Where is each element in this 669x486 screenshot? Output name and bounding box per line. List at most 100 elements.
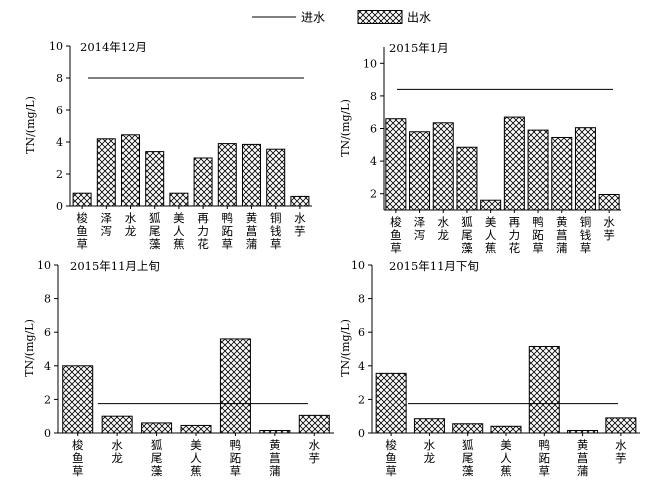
y-tick-label: 10	[37, 259, 51, 272]
y-tick-label: 8	[44, 293, 51, 306]
bar-outflow	[567, 429, 599, 434]
x-tick-label: 鸭跖草	[222, 211, 234, 251]
bar-outflow	[121, 134, 140, 207]
y-tick-label: 10	[49, 40, 63, 53]
x-tick-label: 黄菖蒲	[269, 438, 281, 478]
panel-title: 2015年11月上旬	[70, 259, 160, 273]
x-tick-label: 狐尾藻	[151, 438, 163, 478]
legend: 进水 出水	[252, 10, 431, 25]
x-tick-label: 水芋	[615, 438, 627, 465]
x-tick-label: 泽泻	[101, 211, 113, 238]
bar-outflow	[72, 192, 92, 207]
y-tick-label: 10	[363, 57, 377, 70]
x-tick-label: 再力花	[509, 215, 521, 255]
y-tick-label: 4	[370, 155, 377, 168]
x-tick-label: 水龙	[438, 215, 450, 242]
bar-outflow	[101, 415, 133, 434]
x-tick-label: 黄菖蒲	[556, 215, 568, 255]
x-tick-label: 黄菖蒲	[246, 211, 258, 251]
x-tick-label: 水龙	[424, 438, 436, 465]
y-tick-label: 6	[56, 104, 63, 117]
x-tick-label: 美人蕉	[190, 438, 202, 478]
y-tick-label: 8	[358, 293, 365, 306]
x-tick-label: 铜钱草	[580, 215, 592, 255]
x-tick-label: 泽泻	[414, 215, 426, 242]
x-tick-label: 梭鱼草	[390, 215, 402, 255]
y-tick-label: 2	[44, 393, 51, 406]
y-tick-label: 4	[56, 136, 63, 149]
bar-outflow	[96, 138, 116, 207]
x-tick-label: 鸭跖草	[532, 215, 544, 255]
bar-outflow	[503, 116, 525, 211]
legend-outflow-label: 出水	[407, 11, 431, 25]
bar-outflow	[551, 136, 573, 211]
x-tick-label: 美人蕉	[485, 215, 497, 255]
x-tick-label: 铜钱草	[270, 211, 282, 251]
bar-outflow	[219, 338, 251, 434]
y-tick-label: 2	[358, 393, 365, 406]
x-tick-label: 水龙	[125, 211, 137, 238]
y-axis-label: TN/(mg/L)	[23, 319, 36, 377]
bar-outflow	[527, 129, 549, 211]
y-tick-label: 0	[56, 200, 63, 213]
bar-outflow	[180, 424, 212, 434]
x-tick-label: 水芋	[603, 215, 615, 242]
bar-outflow	[193, 157, 213, 207]
x-tick-label: 狐尾藻	[461, 215, 473, 255]
y-tick-label: 0	[358, 427, 365, 440]
y-tick-label: 6	[370, 123, 377, 136]
bar-outflow	[169, 192, 189, 207]
legend-inflow-label: 进水	[301, 11, 325, 25]
y-tick-label: 8	[370, 90, 377, 103]
x-tick-label: 黄菖蒲	[577, 438, 589, 478]
bar-outflow	[259, 429, 291, 434]
y-tick-label: 6	[44, 326, 51, 339]
x-tick-label: 鸭跖草	[230, 438, 242, 478]
bar-outflow	[375, 372, 407, 434]
y-tick-label: 0	[44, 427, 51, 440]
x-tick-label: 水芋	[309, 438, 321, 465]
bar-outflow	[432, 122, 454, 211]
x-tick-label: 再力花	[197, 211, 209, 251]
bar-outflow	[413, 418, 445, 434]
x-tick-label: 美人蕉	[173, 211, 185, 251]
bar-outflow	[480, 199, 502, 211]
x-tick-label: 梭鱼草	[76, 211, 88, 251]
y-tick-label: 4	[358, 360, 365, 373]
y-tick-label: 10	[351, 259, 365, 272]
bar-outflow	[242, 143, 261, 207]
legend-outflow-swatch	[357, 10, 403, 24]
y-axis-label: TN/(mg/L)	[339, 319, 352, 377]
bar-outflow	[456, 146, 478, 211]
bar-outflow	[62, 365, 94, 434]
x-tick-label: 狐尾藻	[149, 211, 161, 251]
y-tick-label: 8	[56, 72, 63, 85]
x-tick-label: 梭鱼草	[385, 438, 397, 478]
bar-outflow	[574, 127, 596, 211]
panel-2015-01: 2 4 6 8 10 TN/(mg/L) 2015年1月梭鱼草泽泻水龙狐尾藻美人蕉再力花鸭跖…	[339, 41, 621, 255]
y-tick-label: 2	[56, 168, 63, 181]
bar-outflow	[598, 194, 620, 211]
y-axis-label: TN/(mg/L)	[339, 99, 352, 157]
x-tick-label: 水芋	[294, 211, 306, 238]
y-tick-label: 4	[44, 360, 51, 373]
bar-outflow	[385, 118, 407, 211]
bar-outflow	[298, 414, 330, 434]
x-tick-label: 水龙	[111, 438, 123, 465]
bar-outflow	[409, 131, 431, 211]
panel-title: 2015年1月	[389, 41, 449, 55]
bar-outflow	[490, 425, 522, 434]
bar-outflow	[528, 345, 560, 434]
bar-outflow	[290, 195, 310, 207]
y-axis-label: TN/(mg/L)	[24, 96, 37, 154]
bar-outflow	[266, 148, 286, 207]
x-tick-label: 狐尾藻	[462, 438, 474, 478]
y-tick-label: 6	[358, 326, 365, 339]
x-tick-label: 梭鱼草	[72, 438, 84, 478]
y-tick-label: 2	[370, 188, 377, 201]
panel-title: 2014年12月	[80, 40, 147, 54]
